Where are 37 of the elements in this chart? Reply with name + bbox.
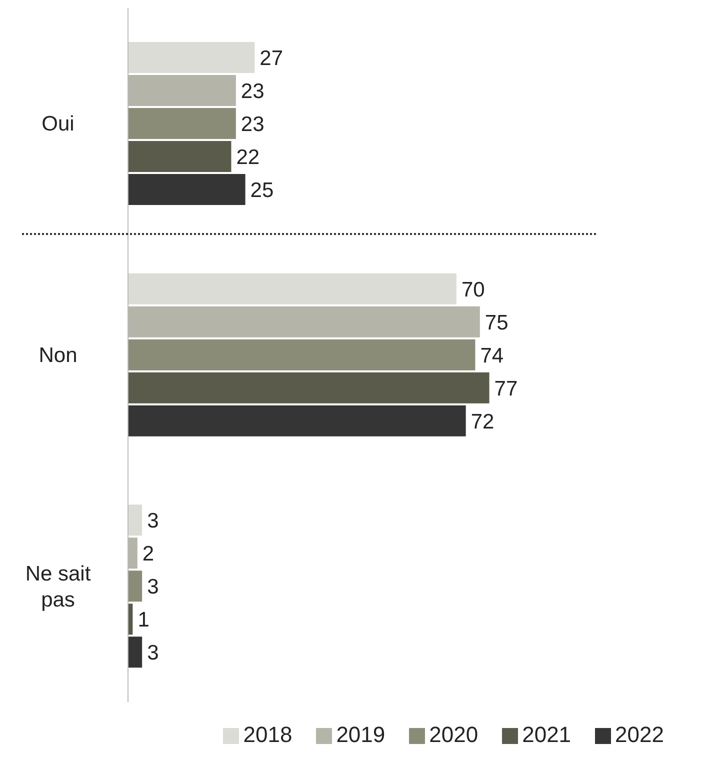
data-label: 72 (470, 410, 494, 434)
bar (128, 75, 236, 106)
bar (128, 141, 232, 172)
data-label: 27 (260, 46, 284, 70)
legend-label: 2019 (336, 722, 386, 747)
data-label: 22 (236, 146, 260, 169)
y-tick-label: Oui (42, 112, 74, 136)
bar (128, 570, 142, 602)
data-label: 3 (147, 642, 159, 665)
data-label: 70 (461, 278, 485, 302)
data-label: 25 (250, 178, 274, 202)
legend-label: 2022 (615, 722, 664, 747)
data-label: 23 (240, 112, 264, 136)
legend-label: 2018 (243, 722, 292, 747)
data-label: 3 (147, 576, 159, 599)
data-label: 3 (147, 510, 159, 533)
y-tick-label: Ne sait pas (25, 562, 91, 611)
data-label: 77 (494, 377, 518, 400)
bar (128, 405, 466, 436)
legend-label: 2020 (429, 722, 478, 747)
data-label: 23 (240, 80, 264, 103)
bar (128, 273, 456, 304)
data-label: 75 (484, 311, 508, 334)
legend-label: 2021 (522, 722, 572, 747)
data-label: 2 (142, 542, 154, 566)
data-label: 1 (138, 608, 150, 632)
bar (128, 538, 138, 569)
bar (128, 636, 142, 668)
data-label: 74 (480, 344, 504, 368)
bar (128, 306, 480, 338)
y-tick-label: Non (38, 344, 78, 366)
bar (128, 42, 255, 73)
bar (128, 174, 246, 205)
bar (128, 504, 142, 536)
bar (128, 339, 476, 370)
bar (128, 108, 236, 139)
bar (128, 372, 490, 404)
